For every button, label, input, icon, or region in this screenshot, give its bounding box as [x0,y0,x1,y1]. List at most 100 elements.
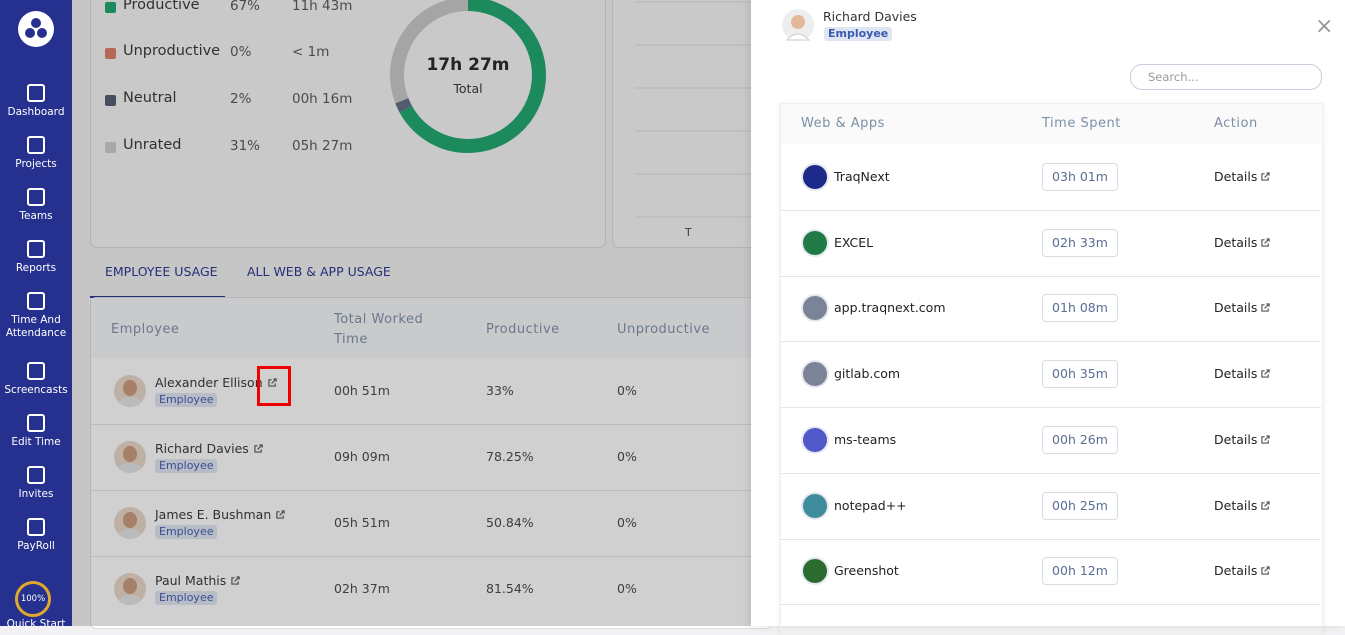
background-content: 17h 27m Total T Productive 67% 11h 43m Unpr… [90,0,774,629]
apps-header-bg [781,104,1321,144]
nav-label: Screencasts [4,384,68,396]
legend-percent: 67% [230,0,261,14]
open-link[interactable] [231,573,240,588]
nav-label: Teams [19,210,53,222]
user-role: Employee [824,27,893,41]
legend-dot [105,2,116,13]
nav-icon [27,84,45,102]
cell-worked: 05h 51m [334,515,390,530]
user-avatar [782,9,814,41]
row-divider [781,341,1321,343]
total-time: 17h 27m [426,55,510,75]
row-divider [781,210,1321,211]
nav-item[interactable]: Screencasts [0,362,72,397]
cell-productive: 50.84% [486,515,534,530]
employee-avatar [114,573,146,605]
apps-header: Action [1214,116,1258,131]
donut-productive [390,0,546,153]
time-pill: 00h 35m [1042,360,1118,389]
app-name: ms-teams [834,431,897,447]
nav-icon [27,518,45,536]
nav-icon [27,292,45,310]
cell-unproductive: 0% [617,581,637,596]
modal-overlay[interactable] [72,0,751,626]
chart-card [612,0,774,248]
logo [18,11,54,47]
nav-item[interactable]: Teams [0,188,72,223]
legend-dot [105,95,116,106]
nav-item[interactable]: Projects [0,136,72,171]
employee-avatar [114,507,146,539]
nav-icon [27,362,45,380]
tab[interactable]: ALL WEB & APP USAGE [247,264,391,279]
app-icon [803,493,827,518]
open-link[interactable] [276,507,285,522]
time-pill: 00h 26m [1042,425,1118,454]
details-icon [1261,563,1271,578]
nav-label[interactable]: Quick Start [6,618,66,630]
nav-item[interactable]: Dashboard [0,84,72,119]
employee-role: Employee [155,459,218,473]
row-divider [781,604,1321,606]
cell-worked: 02h 37m [334,581,390,596]
details-icon [1261,366,1271,381]
legend-percent: 31% [230,138,261,154]
app-name: notepad++ [834,497,907,513]
nav-label: Dashboard [7,106,65,118]
details-link[interactable]: Details [1214,432,1271,447]
legend-dot [105,48,116,59]
nav-label: Projects [15,158,57,170]
tab[interactable]: EMPLOYEE USAGE [105,264,218,279]
nav-icon [27,466,45,484]
app-name: gitlab.com [834,366,901,382]
nav-item[interactable]: Reports [0,240,72,275]
details-link[interactable]: Details [1214,300,1271,315]
nav-item[interactable]: Time And Attendance [0,292,72,340]
search-placeholder: Search... [1148,70,1199,84]
legend-time: 00h 16m [292,91,353,107]
app-icon [803,559,827,584]
nav-icon [27,136,45,154]
cell-worked: 00h 51m [334,383,390,398]
open-link[interactable] [267,375,277,390]
apps-header: Time Spent [1042,116,1121,131]
nav-label: Edit Time [11,436,61,448]
cell-unproductive: 0% [617,515,637,530]
time-pill: 02h 33m [1042,228,1118,257]
nav-icon [27,414,45,432]
legend-time: 11h 43m [292,0,353,14]
row-divider [781,538,1321,540]
details-link[interactable]: Details [1214,563,1271,578]
employee-name: Alexander Ellison [155,375,277,390]
details-icon [1261,169,1271,184]
app-name: TraqNext [834,169,890,184]
search-box[interactable]: Search... [1130,64,1322,90]
app-icon [803,296,827,321]
details-link[interactable]: Details [1214,366,1271,381]
nav-item[interactable]: Invites [0,466,72,501]
app-icon [803,362,827,387]
details-icon [1261,498,1271,513]
cell-productive: 81.54% [486,581,534,596]
employee-avatar [114,441,146,473]
axis-label: T [685,226,692,239]
details-link[interactable]: Details [1214,169,1271,184]
row-divider [91,424,751,425]
app-icon [803,427,827,452]
close-button[interactable]: × [1315,14,1334,39]
employee-name: Paul Mathis [155,573,240,588]
nav-icon [27,240,45,258]
row-divider [781,472,1321,474]
nav-item[interactable]: Edit Time [0,414,72,449]
nav-label: Time And Attendance [5,314,67,339]
nav-item[interactable]: PayRoll [0,518,72,553]
progress-ring: 100% [15,581,51,617]
open-link[interactable] [254,441,263,456]
apps-header: Web & Apps [801,116,885,131]
details-link[interactable]: Details [1214,498,1271,513]
app-icon [803,165,827,189]
details-link[interactable]: Details [1214,235,1271,250]
employee-role: Employee [155,393,218,407]
cell-unproductive: 0% [617,383,637,398]
table-header-bg [91,298,751,358]
